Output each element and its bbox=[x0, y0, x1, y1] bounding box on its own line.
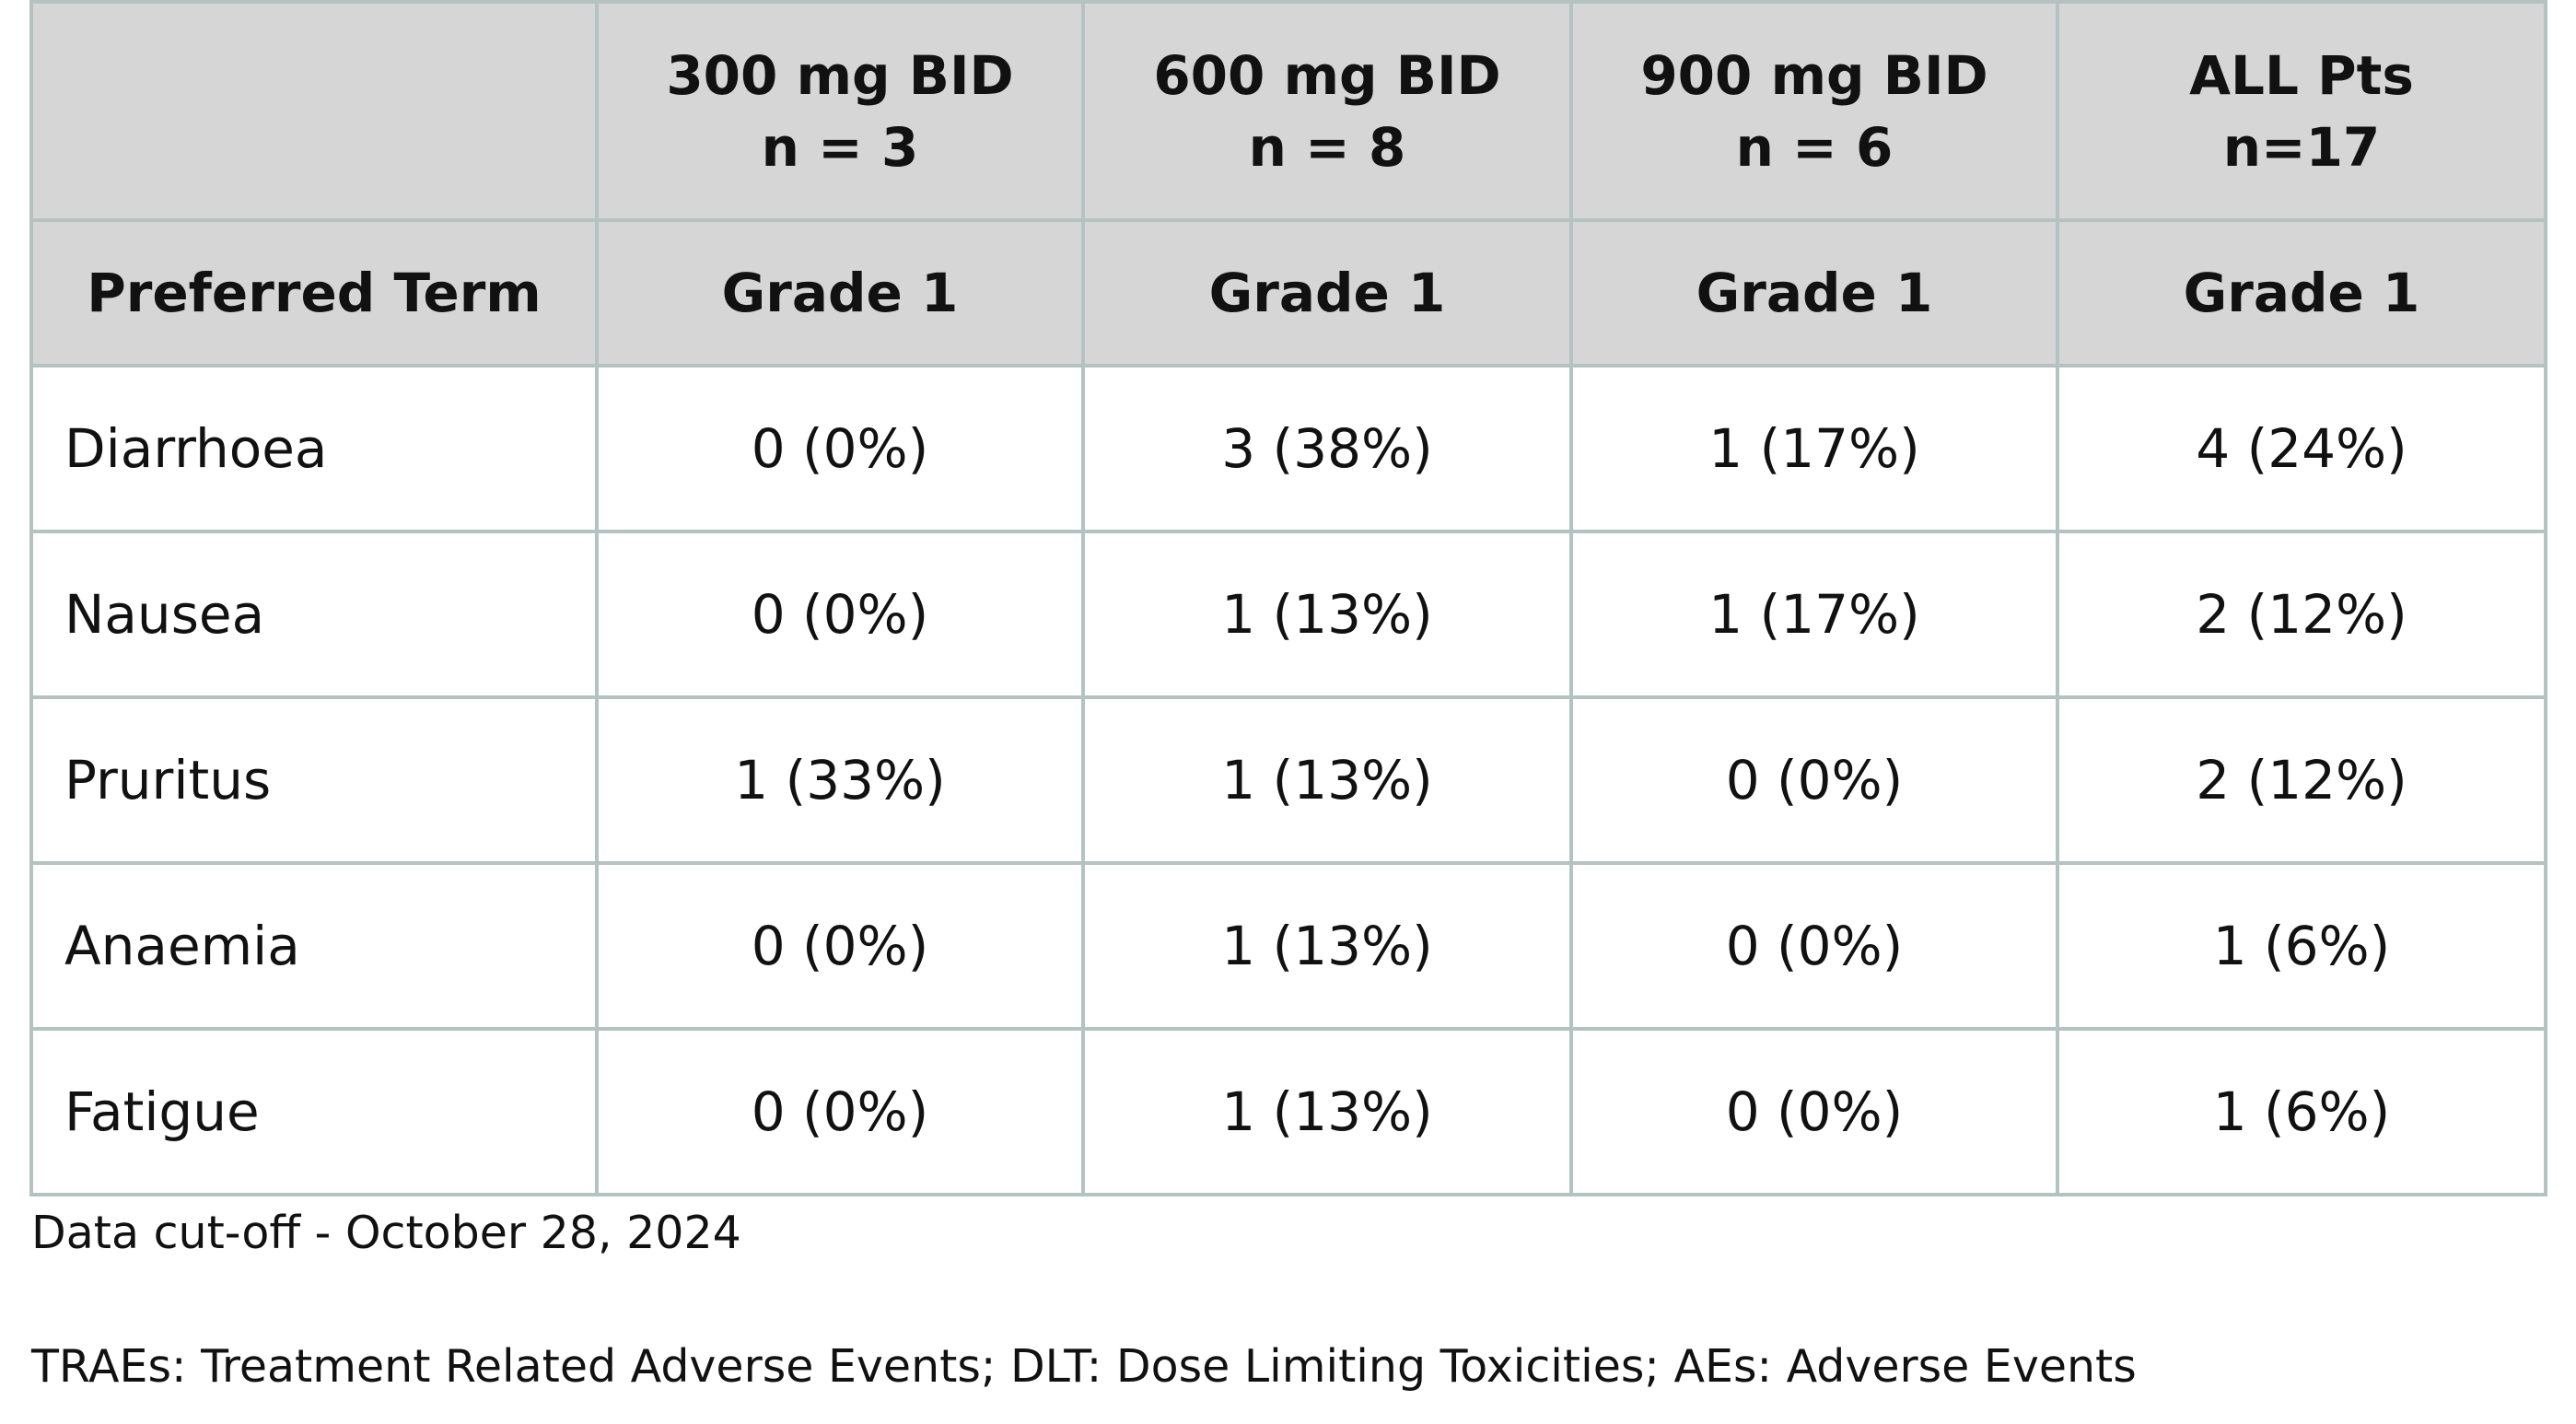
group-header: 900 mg BID n = 6 bbox=[1569, 0, 2059, 222]
data-row: Nausea 0 (0%) 1 (13%) 1 (17%) 2 (12%) bbox=[29, 530, 2547, 699]
data-row: Fatigue 0 (0%) 1 (13%) 0 (0%) 1 (6%) bbox=[29, 1027, 2547, 1196]
value-cell: 1 (6%) bbox=[2056, 1027, 2547, 1196]
value-cell: 1 (13%) bbox=[1081, 861, 1573, 1031]
value-cell: 0 (0%) bbox=[1569, 1027, 2059, 1196]
value-cell: 2 (12%) bbox=[2056, 695, 2547, 865]
term-cell: Diarrhoea bbox=[29, 364, 599, 533]
value-cell: 1 (17%) bbox=[1569, 530, 2059, 699]
value-cell: 1 (17%) bbox=[1569, 364, 2059, 533]
header-cell bbox=[29, 0, 599, 222]
value-cell: 0 (0%) bbox=[1569, 695, 2059, 865]
footnote: TRAEs: Treatment Related Adverse Events;… bbox=[31, 1340, 2137, 1393]
value-cell: 0 (0%) bbox=[595, 364, 1085, 533]
value-cell: 0 (0%) bbox=[1569, 861, 2059, 1031]
value-cell: 1 (6%) bbox=[2056, 861, 2547, 1031]
term-cell: Fatigue bbox=[29, 1027, 599, 1196]
data-row: Diarrhoea 0 (0%) 3 (38%) 1 (17%) 4 (24%) bbox=[29, 364, 2547, 533]
ae-table: 300 mg BID n = 3 600 mg BID n = 8 900 mg BID… bbox=[29, 0, 2547, 1196]
n-label: n = 3 bbox=[761, 115, 919, 179]
term-cell: Nausea bbox=[29, 530, 599, 699]
value-cell: 0 (0%) bbox=[595, 861, 1085, 1031]
grade-header: Grade 1 bbox=[2056, 218, 2547, 368]
dose-label: ALL Pts bbox=[2189, 43, 2414, 107]
grade-header: Grade 1 bbox=[595, 218, 1085, 368]
dose-label: 900 mg BID bbox=[1640, 43, 1988, 107]
term-cell: Anaemia bbox=[29, 861, 599, 1031]
term-cell: Pruritus bbox=[29, 695, 599, 865]
value-cell: 0 (0%) bbox=[595, 530, 1085, 699]
value-cell: 0 (0%) bbox=[595, 1027, 1085, 1196]
header-row: 300 mg BID n = 3 600 mg BID n = 8 900 mg BID… bbox=[29, 0, 2547, 222]
group-header: ALL Pts n=17 bbox=[2056, 0, 2547, 222]
grade-header: Grade 1 bbox=[1081, 218, 1573, 368]
data-row: Pruritus 1 (33%) 1 (13%) 0 (0%) 2 (12%) bbox=[29, 695, 2547, 865]
header-row: Preferred Term Grade 1 Grade 1 Grade 1 Grade… bbox=[29, 218, 2547, 368]
n-label: n = 6 bbox=[1735, 115, 1894, 179]
n-label: n = 8 bbox=[1248, 115, 1406, 179]
value-cell: 1 (13%) bbox=[1081, 530, 1573, 699]
table-body: 300 mg BID n = 3 600 mg BID n = 8 900 mg BID… bbox=[29, 0, 2547, 1196]
value-cell: 3 (38%) bbox=[1081, 364, 1573, 533]
value-cell: 1 (13%) bbox=[1081, 695, 1573, 865]
dose-label: 600 mg BID bbox=[1153, 43, 1501, 107]
value-cell: 1 (33%) bbox=[595, 695, 1085, 865]
group-header: 600 mg BID n = 8 bbox=[1081, 0, 1573, 222]
n-label: n=17 bbox=[2222, 115, 2381, 179]
value-cell: 1 (13%) bbox=[1081, 1027, 1573, 1196]
value-cell: 4 (24%) bbox=[2056, 364, 2547, 533]
dose-label: 300 mg BID bbox=[666, 43, 1014, 107]
term-header: Preferred Term bbox=[29, 218, 599, 368]
group-header: 300 mg BID n = 3 bbox=[595, 0, 1085, 222]
footnote: Data cut-off - October 28, 2024 bbox=[31, 1207, 741, 1259]
grade-header: Grade 1 bbox=[1569, 218, 2059, 368]
value-cell: 2 (12%) bbox=[2056, 530, 2547, 699]
data-row: Anaemia 0 (0%) 1 (13%) 0 (0%) 1 (6%) bbox=[29, 861, 2547, 1031]
